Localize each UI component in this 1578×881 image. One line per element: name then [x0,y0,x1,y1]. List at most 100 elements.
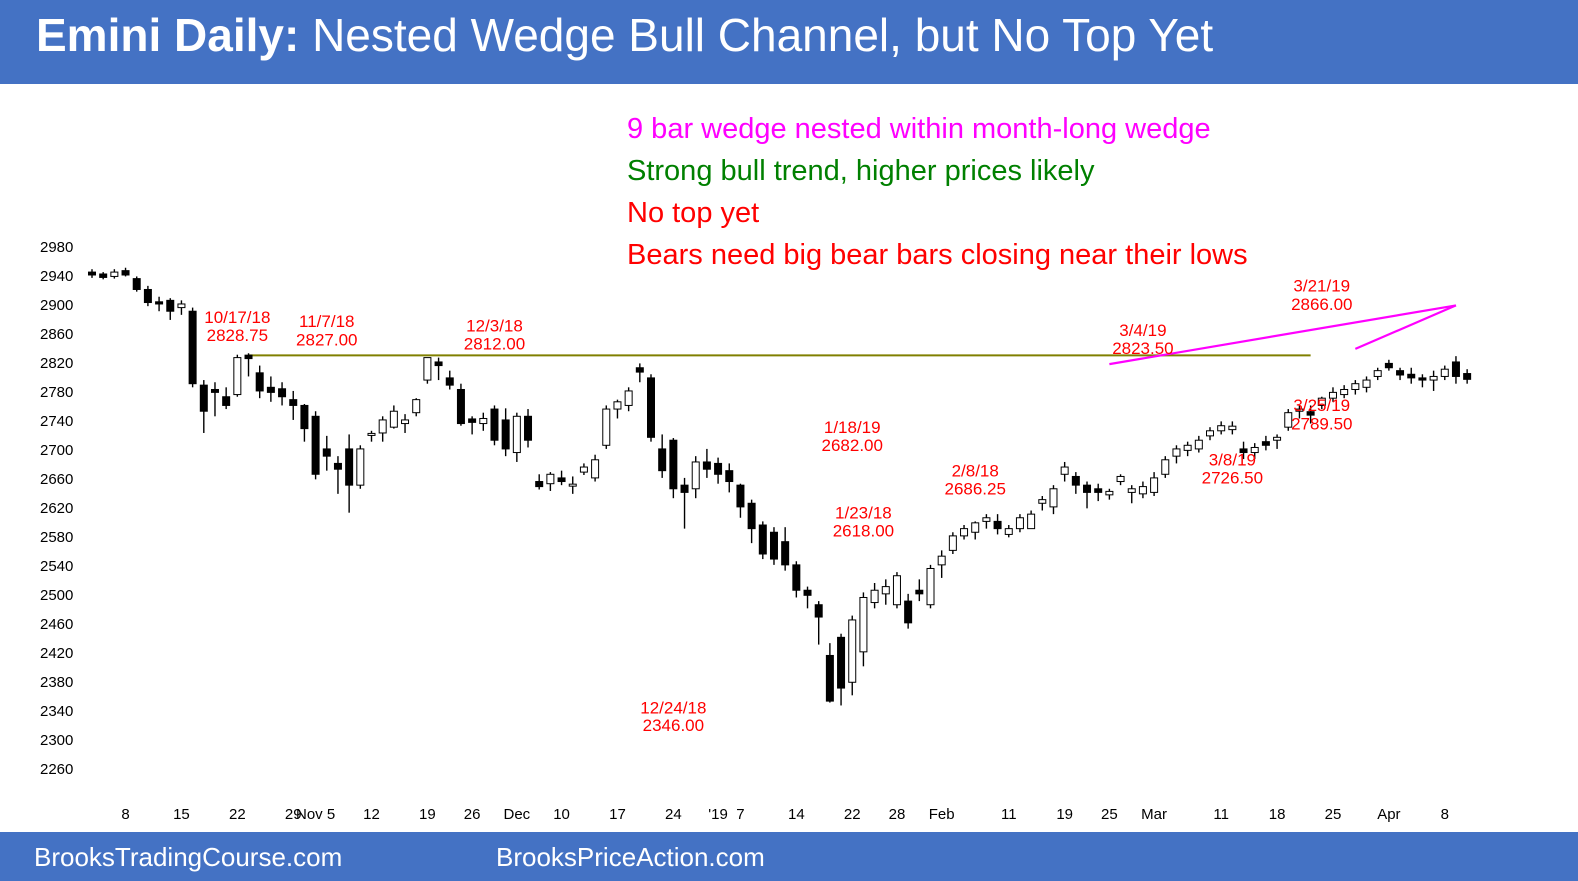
candle [300,403,309,442]
candle-body [1373,370,1382,377]
candle [960,525,969,540]
y-tick-label: 2660 [40,471,73,488]
candle [982,514,991,529]
footer-center-link[interactable]: BrooksPriceAction.com [496,842,765,872]
candle [311,411,320,480]
candle [266,376,275,402]
candle-body [1396,370,1405,376]
header-bar: Emini Daily: Nested Wedge Bull Channel, … [0,0,1578,84]
x-tick-label: Mar [1141,806,1167,823]
y-tick-label: 2820 [40,355,73,372]
title-bold: Emini Daily: [36,9,300,61]
candle-body [568,483,577,487]
candle-body [1328,391,1337,399]
x-tick-label: '19 [708,806,728,823]
candle [1217,421,1226,435]
x-tick-label: 12 [363,806,380,823]
price-annotation: 11/7/18 [299,312,354,331]
candle-body [1250,446,1259,454]
candle [691,456,700,499]
candle [702,448,711,478]
candle-body [1015,517,1024,530]
note-wedge: 9 bar wedge nested within month-long wed… [627,113,1211,145]
candle [1094,483,1103,502]
candle-body [1239,448,1248,454]
candle-body [624,390,633,406]
candle-body [423,357,432,381]
candle [769,527,778,565]
candles [88,267,1472,706]
candle-body [512,415,521,454]
y-tick-label: 2500 [40,587,73,604]
x-tick-label: 22 [844,806,861,823]
candle-body [848,619,857,683]
candle-body [199,384,208,412]
candle [915,579,924,602]
price-annotation: 2682.00 [822,436,883,455]
price-annotation: 3/4/19 [1119,321,1166,340]
candle-body [1273,436,1282,441]
candle-body [982,517,991,522]
candle [1127,485,1136,504]
footer-bar: BrooksTradingCourse.com BrooksPriceActio… [0,832,1578,881]
candle-body [859,596,868,653]
candle-body [647,377,655,438]
candle-body [244,354,253,360]
candle [635,363,644,383]
candle [747,499,756,544]
candle-body [602,408,611,446]
price-annotation: 2618.00 [833,522,894,541]
candle [345,434,354,513]
candle-body [233,357,242,396]
candle [658,434,667,478]
x-tick-label: 25 [1325,806,1342,823]
candle [244,353,253,377]
candle [356,445,365,489]
candle-body [378,419,387,434]
candle-body [1206,430,1214,437]
candle-body [837,636,846,689]
x-tick-label: 29 [285,806,302,823]
candle-body [1407,373,1416,379]
x-tick-label: 24 [665,806,682,823]
candle-body [669,439,678,490]
candle [445,370,454,390]
candle [289,390,298,420]
candle-body [814,604,823,618]
candle [333,456,342,494]
candle [412,398,421,417]
footer-left-link[interactable]: BrooksTradingCourse.com [34,842,343,872]
x-tick-label: 11 [1213,806,1229,823]
candle-body [155,301,164,305]
candle [814,601,823,645]
candle [110,269,119,279]
candle-body [88,271,96,276]
candle-body [1295,408,1304,412]
chart-title: Emini Daily: Nested Wedge Bull Channel, … [36,8,1213,62]
candle-body [166,299,175,312]
y-tick-label: 2460 [40,616,73,633]
candle-body [1384,362,1393,369]
price-annotation: 2828.75 [207,326,268,345]
x-tick-label: 7 [736,806,744,823]
candle-body [1284,412,1293,428]
candle-body [1116,475,1125,483]
candle [926,564,935,609]
candle [937,550,946,578]
candle-body [345,448,354,486]
candle [155,296,164,312]
candle [401,414,410,433]
candle-body [367,432,376,436]
candle-body [557,477,566,483]
candle-body [1463,373,1472,380]
candle [1396,367,1405,381]
candle-body [524,415,533,441]
y-tick-label: 2380 [40,674,73,691]
candle [1295,405,1304,419]
candle-body [613,401,622,410]
title-rest: Nested Wedge Bull Channel, but No Top Ye… [299,9,1214,61]
candle-body [1083,484,1092,493]
x-tick-label: Dec [503,806,530,823]
candle [1351,380,1360,395]
candle-body [1351,383,1360,390]
